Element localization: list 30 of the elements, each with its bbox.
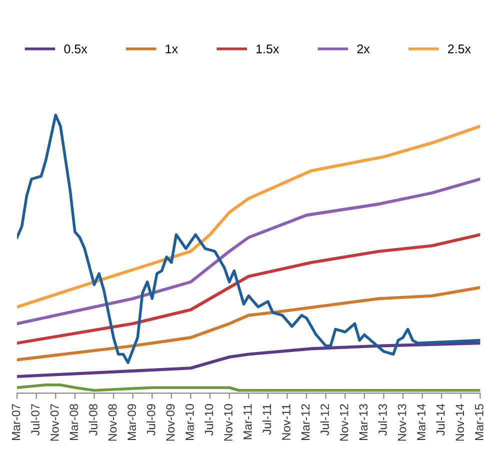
x-tick-label: Mar-08 — [70, 404, 78, 440]
x-tick-label: Nov-11 — [282, 404, 290, 440]
x-tick-label: Nov-07 — [50, 404, 59, 441]
legend-label: 1.5x — [256, 44, 280, 54]
x-tick-label: Mar-07 — [12, 404, 20, 440]
legend-label: 2.5x — [448, 44, 471, 54]
x-tick-label: Jul-07 — [30, 404, 40, 436]
x-tick-label: Mar-14 — [417, 404, 426, 440]
x-tick-label: Jul-13 — [378, 404, 387, 436]
legend-label: 0.5x — [64, 44, 88, 54]
x-tick-label: Nov-12 — [340, 404, 348, 441]
legend-label: 2x — [357, 44, 370, 54]
x-tick-label: Jul-10 — [204, 404, 214, 436]
x-tick-label: Jul-11 — [262, 404, 272, 435]
x-tick-label: Mar-10 — [186, 404, 194, 440]
x-tick-label: Jul-09 — [146, 404, 156, 436]
x-tick-label: Mar-11 — [244, 404, 252, 440]
x-tick-label: Jul-14 — [436, 404, 445, 436]
x-tick-label: Nov-14 — [456, 404, 464, 441]
x-tick-label: Mar-15 — [475, 404, 484, 440]
legend-label: 1x — [166, 44, 178, 54]
x-tick-label: Mar-13 — [359, 404, 368, 440]
x-tick-label: Nov-13 — [398, 404, 406, 441]
x-tick-label: Jul-12 — [320, 404, 329, 436]
x-tick-label: Jul-08 — [88, 404, 98, 436]
x-tick-label: Nov-10 — [224, 404, 232, 441]
x-tick-label: Nov-09 — [166, 404, 175, 441]
x-tick-label: Mar-12 — [301, 404, 310, 440]
x-tick-label: Nov-08 — [108, 404, 117, 441]
x-tick-label: Mar-09 — [128, 404, 136, 440]
